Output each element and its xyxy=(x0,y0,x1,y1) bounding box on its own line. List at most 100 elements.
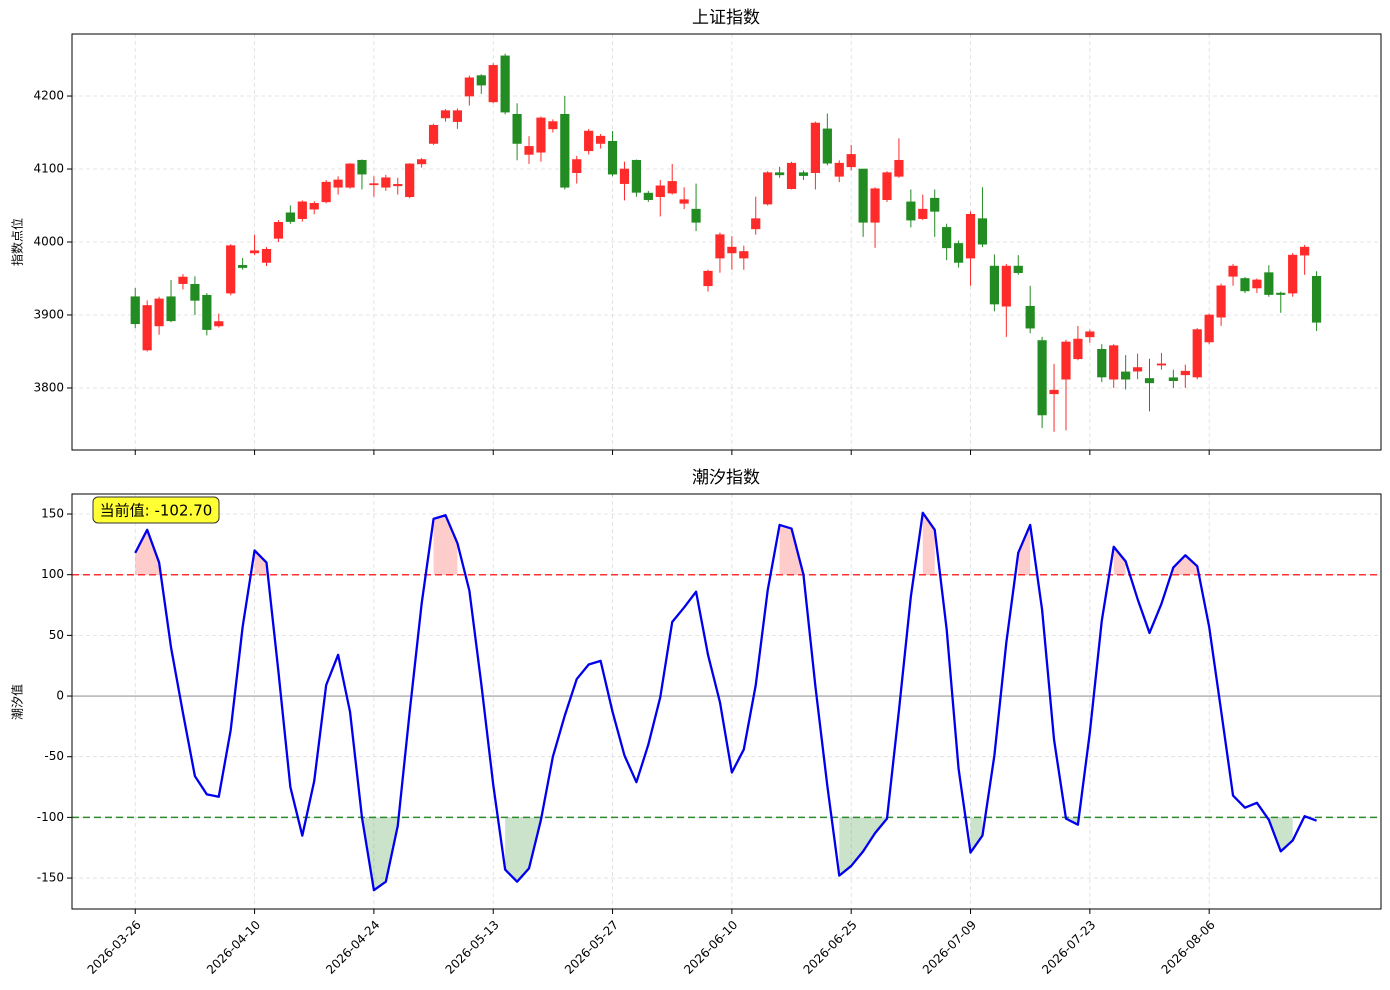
x-tick-label: 2026-07-23 xyxy=(1039,918,1098,977)
candle-body xyxy=(130,296,140,325)
candle-body xyxy=(942,227,952,249)
candle-body xyxy=(1097,348,1107,378)
candle-body xyxy=(560,113,570,188)
candle-body xyxy=(249,250,260,254)
upper-fill xyxy=(1113,546,1126,575)
lower-fill xyxy=(970,817,983,853)
candle-body xyxy=(369,183,379,186)
candle-body xyxy=(667,181,677,194)
candle-body xyxy=(870,188,880,223)
candle-body xyxy=(1037,340,1047,416)
candle-body xyxy=(1228,265,1238,277)
upper-fill xyxy=(254,550,267,575)
candle-body xyxy=(476,75,486,86)
candle-body xyxy=(202,294,212,330)
candle-body xyxy=(154,298,164,327)
candle-body xyxy=(1288,254,1298,294)
candle-body xyxy=(321,181,331,203)
x-tick-label: 2026-04-10 xyxy=(204,918,263,977)
candle-body xyxy=(512,113,522,144)
candle-body xyxy=(643,192,653,200)
y-tick-label: 3900 xyxy=(33,307,64,321)
candle-body xyxy=(619,168,630,184)
x-tick-label: 2026-06-25 xyxy=(801,918,860,977)
candle-body xyxy=(584,130,594,152)
candle-body xyxy=(739,251,749,259)
annotation-box xyxy=(92,496,220,524)
candle-body xyxy=(607,140,618,175)
y-tick-label: 150 xyxy=(41,507,64,521)
x-tick-label: 2026-08-06 xyxy=(1159,918,1218,977)
candle-body xyxy=(1049,389,1059,395)
candle-body xyxy=(679,199,689,204)
candle-body xyxy=(214,321,224,327)
upper-fill xyxy=(135,529,160,575)
candle-body xyxy=(1276,292,1286,295)
candle-body xyxy=(1001,265,1011,307)
upper-fill xyxy=(779,524,804,575)
axes-frame xyxy=(71,493,1382,910)
candle-body xyxy=(178,276,188,284)
candle-body xyxy=(703,270,713,287)
y-tick-label: 50 xyxy=(49,628,64,642)
candle-body xyxy=(882,172,892,200)
candle-body xyxy=(1013,265,1023,273)
candle-body xyxy=(440,110,451,119)
candle-body xyxy=(428,124,439,144)
candle-body xyxy=(488,65,498,103)
candle-body xyxy=(977,218,988,245)
y-tick-label: -50 xyxy=(44,749,64,763)
candle-body xyxy=(1025,305,1035,329)
y-tick-label: -150 xyxy=(37,871,64,885)
candle-body xyxy=(727,246,737,254)
candle-body xyxy=(190,284,200,301)
candle-body xyxy=(464,77,474,97)
candle-body xyxy=(858,168,868,223)
candle-body xyxy=(1085,331,1095,338)
candle-body xyxy=(1073,338,1083,360)
candle-body xyxy=(393,184,403,187)
candle-body xyxy=(775,172,785,176)
candle-body xyxy=(751,218,761,230)
candle-body xyxy=(1144,378,1155,384)
candle-body xyxy=(273,221,284,239)
candle-body xyxy=(1192,329,1202,378)
candle-body xyxy=(500,55,510,113)
candle-body xyxy=(261,248,272,263)
candle-body xyxy=(1061,341,1071,380)
candle-body xyxy=(894,159,904,177)
candle-body xyxy=(524,146,534,155)
y-tick-label: 4000 xyxy=(33,235,64,249)
x-tick-label: 2026-05-13 xyxy=(443,918,502,977)
candle-body xyxy=(1168,377,1178,381)
y-tick-label: -100 xyxy=(37,810,64,824)
candle-body xyxy=(1300,246,1310,256)
y-tick-label: 100 xyxy=(41,567,64,581)
candle-body xyxy=(238,265,248,268)
candle-body xyxy=(309,203,319,210)
candle-body xyxy=(965,213,976,259)
y-axis-label: 潮汐值 xyxy=(10,684,25,720)
candle-body xyxy=(918,208,928,219)
candle-body xyxy=(1180,370,1190,376)
candle-body xyxy=(405,163,415,198)
candle-body xyxy=(572,159,582,173)
y-tick-label: 0 xyxy=(56,689,64,703)
candle-body xyxy=(417,159,427,165)
axes-frame xyxy=(71,33,1382,451)
x-tick-label: 2026-07-09 xyxy=(920,918,979,977)
upper-fill xyxy=(433,515,458,575)
x-tick-label: 2026-03-26 xyxy=(85,918,144,977)
candle-body xyxy=(1204,314,1214,343)
candle-body xyxy=(548,121,558,130)
candle-body xyxy=(810,122,820,173)
candle-body xyxy=(798,172,809,176)
lower-fill xyxy=(505,817,541,882)
candle-body xyxy=(763,172,773,205)
chart-title: 上证指数 xyxy=(692,8,760,28)
lower-fill xyxy=(1268,817,1293,852)
candle-body xyxy=(345,163,355,188)
plot-area: 3800 3900 4000 4100 4200 xyxy=(33,34,1381,455)
candle-body xyxy=(631,159,642,193)
y-tick-label: 4200 xyxy=(33,89,64,103)
